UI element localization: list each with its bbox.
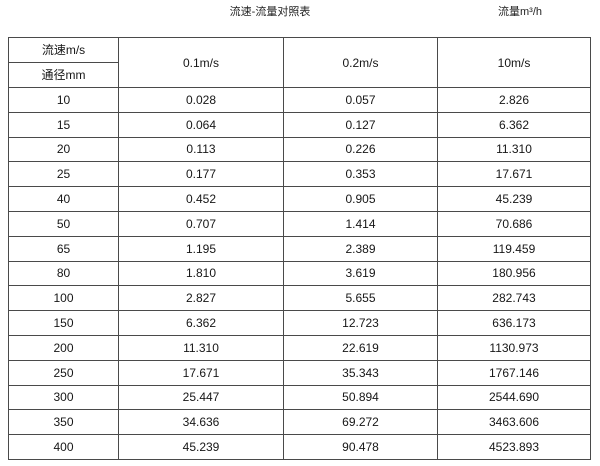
cell-v-0.2: 22.619 — [283, 334, 438, 361]
cell-dn: 10 — [8, 87, 119, 113]
cell-v-0.1: 0.452 — [118, 186, 284, 212]
cell-v-0.1: 2.827 — [118, 285, 284, 312]
flow-unit-label: 流量m³/h — [498, 6, 542, 18]
table-row: 10 0.028 0.057 2.826 — [8, 87, 591, 113]
table-row: 40 0.452 0.905 45.239 — [8, 186, 591, 212]
cell-v-0.2: 0.057 — [283, 87, 438, 113]
cell-v-10: 17.671 — [437, 161, 591, 188]
table-row: 250 17.671 35.343 1767.146 — [8, 359, 591, 386]
cell-v-0.2: 0.905 — [283, 186, 438, 212]
cell-v-10: 1130.973 — [437, 334, 591, 361]
column-header-1: 0.2m/s — [283, 37, 438, 88]
cell-v-0.1: 1.195 — [118, 235, 284, 262]
cell-v-10: 119.459 — [437, 235, 591, 262]
cell-dn: 300 — [8, 384, 119, 411]
cell-v-10: 4523.893 — [437, 434, 591, 460]
cell-v-10: 1767.146 — [437, 359, 591, 386]
header-row-bottom: 通径mm — [8, 62, 591, 88]
cell-v-0.2: 3.619 — [283, 260, 438, 287]
table-row: 50 0.707 1.414 70.686 — [8, 210, 591, 237]
cell-v-0.1: 34.636 — [118, 409, 284, 436]
table-row: 25 0.177 0.353 17.671 — [8, 161, 591, 188]
cell-v-10: 636.173 — [437, 310, 591, 336]
flow-velocity-table: 流速m/s 0.1m/s 0.2m/s 10m/s 通径mm 10 0.028 … — [8, 37, 591, 460]
corner-header-diameter: 通径mm — [8, 62, 119, 88]
table-row: 300 25.447 50.894 2544.690 — [8, 384, 591, 411]
table-row: 350 34.636 69.272 3463.606 — [8, 409, 591, 436]
cell-v-10: 180.956 — [437, 260, 591, 287]
cell-v-0.2: 12.723 — [283, 310, 438, 336]
flow-velocity-table-wrapper: 流速m/s 0.1m/s 0.2m/s 10m/s 通径mm 10 0.028 … — [8, 37, 591, 460]
table-row: 65 1.195 2.389 119.459 — [8, 235, 591, 262]
table-row: 150 6.362 12.723 636.173 — [8, 310, 591, 336]
cell-v-0.2: 50.894 — [283, 384, 438, 411]
cell-v-0.2: 0.127 — [283, 111, 438, 138]
cell-v-0.1: 6.362 — [118, 310, 284, 336]
cell-v-10: 2544.690 — [437, 384, 591, 411]
table-row: 400 45.239 90.478 4523.893 — [8, 434, 591, 460]
cell-v-10: 2.826 — [437, 87, 591, 113]
cell-v-0.1: 17.671 — [118, 359, 284, 386]
cell-v-10: 6.362 — [437, 111, 591, 138]
cell-v-10: 45.239 — [437, 186, 591, 212]
corner-header-velocity: 流速m/s — [8, 37, 119, 63]
cell-dn: 25 — [8, 161, 119, 188]
cell-v-0.2: 2.389 — [283, 235, 438, 262]
cell-v-0.1: 0.177 — [118, 161, 284, 188]
cell-dn: 250 — [8, 359, 119, 386]
cell-v-0.2: 35.343 — [283, 359, 438, 386]
cell-dn: 50 — [8, 210, 119, 237]
cell-dn: 400 — [8, 434, 119, 460]
cell-dn: 350 — [8, 409, 119, 436]
cell-v-10: 70.686 — [437, 210, 591, 237]
cell-v-0.1: 0.707 — [118, 210, 284, 237]
table-row: 100 2.827 5.655 282.743 — [8, 285, 591, 312]
cell-dn: 40 — [8, 186, 119, 212]
cell-dn: 100 — [8, 285, 119, 312]
header-row-top: 流速m/s 0.1m/s 0.2m/s 10m/s — [8, 37, 591, 88]
cell-v-10: 282.743 — [437, 285, 591, 312]
cell-v-0.1: 1.810 — [118, 260, 284, 287]
column-header-2: 10m/s — [437, 37, 591, 88]
cell-v-0.1: 25.447 — [118, 384, 284, 411]
cell-v-0.1: 0.028 — [118, 87, 284, 113]
cell-dn: 20 — [8, 136, 119, 163]
table-row: 15 0.064 0.127 6.362 — [8, 111, 591, 138]
table-title: 流速-流量对照表 — [229, 6, 311, 18]
cell-dn: 15 — [8, 111, 119, 138]
cell-v-0.1: 45.239 — [118, 434, 284, 460]
table-row: 80 1.810 3.619 180.956 — [8, 260, 591, 287]
cell-v-0.1: 0.113 — [118, 136, 284, 163]
column-header-0: 0.1m/s — [118, 37, 284, 88]
cell-v-0.2: 0.353 — [283, 161, 438, 188]
cell-dn: 65 — [8, 235, 119, 262]
table-row: 200 11.310 22.619 1130.973 — [8, 334, 591, 361]
cell-v-0.1: 11.310 — [118, 334, 284, 361]
table-row: 20 0.113 0.226 11.310 — [8, 136, 591, 163]
cell-v-0.2: 0.226 — [283, 136, 438, 163]
cell-v-0.2: 69.272 — [283, 409, 438, 436]
cell-dn: 80 — [8, 260, 119, 287]
cell-dn: 200 — [8, 334, 119, 361]
cell-v-0.2: 1.414 — [283, 210, 438, 237]
caption-row: 流速-流量对照表 流量m³/h — [0, 0, 600, 37]
cell-v-0.2: 90.478 — [283, 434, 438, 460]
cell-v-0.1: 0.064 — [118, 111, 284, 138]
table-body: 流速m/s 0.1m/s 0.2m/s 10m/s 通径mm 10 0.028 … — [8, 37, 591, 460]
cell-v-0.2: 5.655 — [283, 285, 438, 312]
cell-v-10: 11.310 — [437, 136, 591, 163]
cell-v-10: 3463.606 — [437, 409, 591, 436]
cell-dn: 150 — [8, 310, 119, 336]
